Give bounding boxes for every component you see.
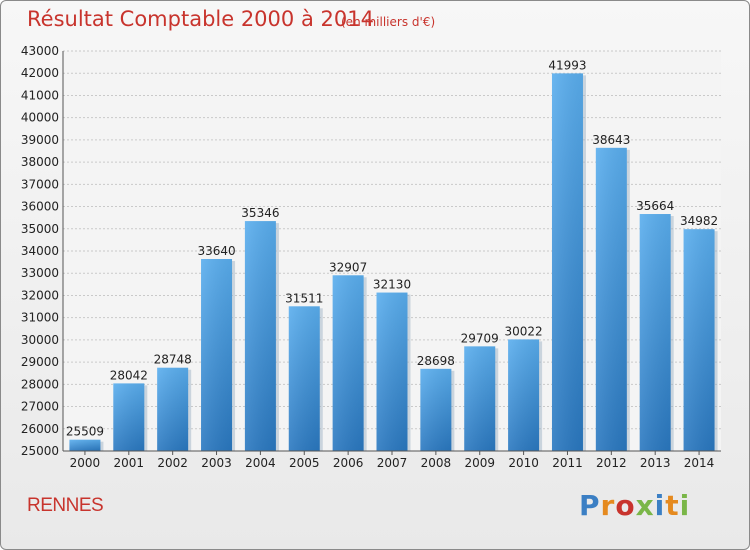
x-tick-label: 2014 — [684, 456, 715, 470]
bar-highlight — [683, 229, 715, 451]
bar-highlight — [639, 214, 671, 451]
x-tick-label: 2003 — [201, 456, 232, 470]
y-tick-label: 35000 — [21, 222, 59, 236]
chart-unit: (en milliers d'€) — [341, 15, 436, 29]
y-tick-label: 43000 — [21, 44, 59, 58]
bar-highlight — [508, 339, 540, 451]
city-name: RENNES — [27, 495, 104, 516]
y-tick-label: 34000 — [21, 244, 59, 258]
y-tick-label: 26000 — [21, 422, 59, 436]
logo-letter: o — [615, 489, 636, 522]
y-tick-label: 39000 — [21, 133, 59, 147]
y-tick-label: 38000 — [21, 155, 59, 169]
value-label: 29709 — [461, 331, 499, 345]
value-label: 25509 — [66, 425, 104, 439]
logo-letter: x — [635, 489, 655, 522]
x-tick-label: 2013 — [640, 456, 671, 470]
x-tick-label: 2006 — [333, 456, 364, 470]
bar-highlight — [244, 221, 276, 451]
y-tick-label: 27000 — [21, 400, 59, 414]
x-tick-label: 2000 — [70, 456, 101, 470]
proxiti-logo: Proxiti — [579, 489, 690, 522]
value-label: 35346 — [241, 206, 279, 220]
bar-highlight — [157, 367, 189, 451]
value-label: 28698 — [417, 354, 455, 368]
y-tick-label: 41000 — [21, 88, 59, 102]
logo-letter: i — [654, 489, 666, 522]
y-tick-label: 31000 — [21, 311, 59, 325]
x-tick-label: 2001 — [114, 456, 145, 470]
x-tick-label: 2007 — [377, 456, 408, 470]
bar-highlight — [69, 439, 101, 451]
x-tick-label: 2010 — [508, 456, 539, 470]
logo-letter: r — [600, 489, 616, 522]
y-tick-label: 42000 — [21, 66, 59, 80]
value-label: 33640 — [197, 244, 235, 258]
value-label: 35664 — [636, 199, 674, 213]
value-label: 41993 — [548, 58, 586, 72]
x-tick-label: 2009 — [464, 456, 495, 470]
value-label: 30022 — [505, 324, 543, 338]
x-tick-label: 2008 — [421, 456, 452, 470]
bar-highlight — [464, 346, 496, 451]
bar-highlight — [420, 368, 452, 451]
y-tick-label: 33000 — [21, 266, 59, 280]
y-tick-label: 37000 — [21, 177, 59, 191]
logo-letter: i — [679, 489, 691, 522]
x-tick-label: 2012 — [596, 456, 627, 470]
y-tick-label: 28000 — [21, 377, 59, 391]
bar-highlight — [332, 275, 364, 451]
bar-highlight — [551, 73, 583, 451]
value-label: 28042 — [110, 368, 148, 382]
value-label: 38643 — [592, 133, 630, 147]
logo-letter: P — [579, 489, 601, 522]
y-tick-label: 29000 — [21, 355, 59, 369]
x-tick-label: 2005 — [289, 456, 320, 470]
bar-highlight — [288, 306, 320, 451]
value-label: 31511 — [285, 291, 323, 305]
y-tick-label: 32000 — [21, 288, 59, 302]
y-tick-label: 40000 — [21, 111, 59, 125]
x-tick-label: 2004 — [245, 456, 276, 470]
value-label: 32907 — [329, 260, 367, 274]
y-tick-label: 25000 — [21, 444, 59, 458]
bar-highlight — [113, 383, 145, 451]
value-label: 32130 — [373, 278, 411, 292]
chart-title: Résultat Comptable 2000 à 2014 — [27, 7, 374, 31]
bar-highlight — [201, 259, 233, 451]
logo-letter: t — [665, 489, 680, 522]
x-tick-label: 2002 — [157, 456, 188, 470]
value-label: 28748 — [154, 353, 192, 367]
y-tick-label: 36000 — [21, 200, 59, 214]
y-tick-label: 30000 — [21, 333, 59, 347]
x-tick-label: 2011 — [552, 456, 583, 470]
value-label: 34982 — [680, 214, 718, 228]
bar-highlight — [595, 147, 627, 452]
bar-highlight — [376, 292, 408, 451]
